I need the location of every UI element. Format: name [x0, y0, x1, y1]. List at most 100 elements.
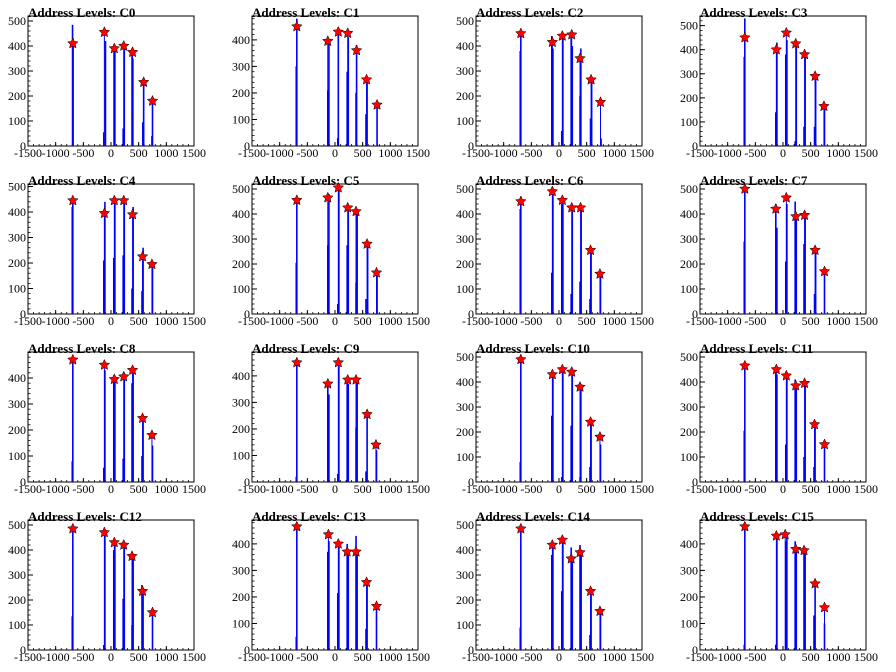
peak-marker — [108, 373, 121, 385]
x-tick-label: 0 — [332, 650, 338, 664]
peak-marker — [770, 202, 782, 214]
y-tick-label: 0 — [468, 139, 474, 153]
peak-marker — [332, 356, 345, 368]
y-tick-label: 0 — [20, 139, 26, 153]
peak-marker — [780, 191, 793, 203]
x-tick-label: 1000 — [602, 482, 626, 496]
peak-marker — [780, 369, 793, 381]
x-tick-label: -1000 — [490, 314, 518, 328]
chart-panel: Address Levels: C11 -1500 -1000 -500 0 500 100… — [672, 336, 896, 504]
y-tick-label: 200 — [680, 91, 698, 105]
peak-marker — [798, 48, 811, 60]
y-tick-label: 500 — [456, 14, 474, 28]
peak-marker — [370, 266, 383, 278]
histogram-plot: -1500 -1000 -500 0 500 1000 1500 0 100 200 300 400 — [8, 351, 206, 496]
y-tick-label: 100 — [680, 115, 698, 129]
histogram-plot: -1500 -1000 -500 0 500 1000 1500 0 100 200 300 400 5… — [456, 182, 654, 328]
x-tick-label: -1000 — [42, 146, 70, 160]
x-tick-label: -500 — [296, 482, 318, 496]
chart-panel: Address Levels: C8 -1500 -1000 -500 0 500 1000… — [0, 336, 224, 504]
peak-marker — [789, 543, 802, 555]
y-tick-label: 500 — [8, 518, 26, 532]
y-tick-label: 200 — [232, 422, 250, 436]
peak-marker — [350, 205, 362, 217]
plot-frame — [475, 183, 643, 315]
x-tick-label: 1000 — [826, 314, 850, 328]
x-tick-label: -500 — [520, 314, 542, 328]
x-tick-label: 500 — [802, 650, 820, 664]
y-tick-label: 400 — [456, 543, 474, 557]
y-tick-label: 400 — [232, 537, 250, 551]
chart-panel: Address Levels: C10 -1500 -1000 -500 0 500 100… — [448, 336, 672, 504]
peak-marker — [146, 94, 159, 106]
x-tick-label: 500 — [130, 650, 148, 664]
peak-marker — [515, 195, 527, 207]
peak-marker — [556, 194, 569, 206]
x-tick-label: -1000 — [714, 650, 742, 664]
x-tick-label: 0 — [780, 146, 786, 160]
y-tick-label: 100 — [456, 282, 474, 296]
peak-marker — [98, 26, 111, 38]
peak-marker — [809, 577, 821, 589]
y-tick-label: 400 — [8, 543, 26, 557]
y-tick-label: 300 — [456, 568, 474, 582]
y-tick-label: 300 — [232, 395, 250, 409]
x-tick-label: -1000 — [266, 146, 294, 160]
y-tick-label: 300 — [8, 64, 26, 78]
histogram-plot: -1500 -1000 -500 0 500 1000 1500 0 100 200 300 400 5… — [8, 518, 206, 664]
x-tick-label: -1000 — [490, 146, 518, 160]
peak-marker — [818, 601, 831, 613]
x-tick-label: 1500 — [182, 146, 206, 160]
x-tick-label: -500 — [520, 482, 542, 496]
peak-marker — [146, 258, 158, 270]
y-tick-label: 200 — [456, 593, 474, 607]
x-tick-label: 500 — [130, 482, 148, 496]
x-tick-label: 1000 — [154, 314, 178, 328]
y-tick-label: 200 — [680, 425, 698, 439]
x-tick-label: 500 — [354, 146, 372, 160]
peak-marker — [98, 207, 111, 219]
x-tick-label: -500 — [744, 314, 766, 328]
peak-marker — [584, 415, 597, 427]
y-tick-label: 400 — [8, 205, 26, 219]
peak-marker — [322, 191, 334, 203]
peak-marker — [332, 25, 345, 37]
x-tick-label: 1000 — [154, 146, 178, 160]
y-tick-label: 0 — [20, 475, 26, 489]
x-tick-label: 1500 — [182, 650, 206, 664]
x-tick-label: 0 — [780, 314, 786, 328]
chart-panel: Address Levels: C0 -1500 -1000 -500 0 500 1000… — [0, 0, 224, 168]
x-tick-label: 1000 — [602, 650, 626, 664]
peak-marker — [370, 438, 382, 450]
peak-marker — [291, 20, 303, 32]
y-tick-label: 100 — [456, 450, 474, 464]
y-tick-label: 100 — [8, 449, 26, 463]
histogram-plot: -1500 -1000 -500 0 500 1000 1500 0 100 200 300 400 5… — [456, 518, 654, 664]
x-tick-label: -1000 — [266, 650, 294, 664]
y-tick-label: 300 — [8, 568, 26, 582]
x-tick-label: 1500 — [406, 146, 430, 160]
peak-marker — [574, 380, 586, 392]
peak-marker — [556, 29, 569, 41]
y-tick-label: 400 — [456, 207, 474, 221]
chart-panel: Address Levels: C7 -1500 -1000 -500 0 500 1000… — [672, 168, 896, 336]
peak-marker — [332, 181, 345, 193]
x-tick-label: -1000 — [42, 650, 70, 664]
x-tick-label: 500 — [578, 482, 596, 496]
x-tick-label: -1500 — [462, 314, 490, 328]
x-tick-label: 1500 — [630, 146, 654, 160]
chart-panel: Address Levels: C4 -1500 -1000 -500 0 500 1000… — [0, 168, 224, 336]
x-tick-label: -1500 — [462, 482, 490, 496]
peak-marker — [818, 265, 831, 277]
peak-marker — [350, 373, 362, 385]
x-tick-label: 500 — [578, 146, 596, 160]
x-tick-label: 1000 — [826, 482, 850, 496]
chart-panel: Address Levels: C12 -1500 -1000 -500 0 500 100… — [0, 504, 224, 672]
y-tick-label: 500 — [8, 14, 26, 28]
peak-marker — [137, 76, 150, 88]
chart-panel: Address Levels: C3 -1500 -1000 -500 0 500 1000… — [672, 0, 896, 168]
y-tick-label: 0 — [244, 139, 250, 153]
x-tick-label: 1500 — [406, 650, 430, 664]
peak-marker — [779, 528, 792, 540]
x-tick-label: 0 — [780, 650, 786, 664]
